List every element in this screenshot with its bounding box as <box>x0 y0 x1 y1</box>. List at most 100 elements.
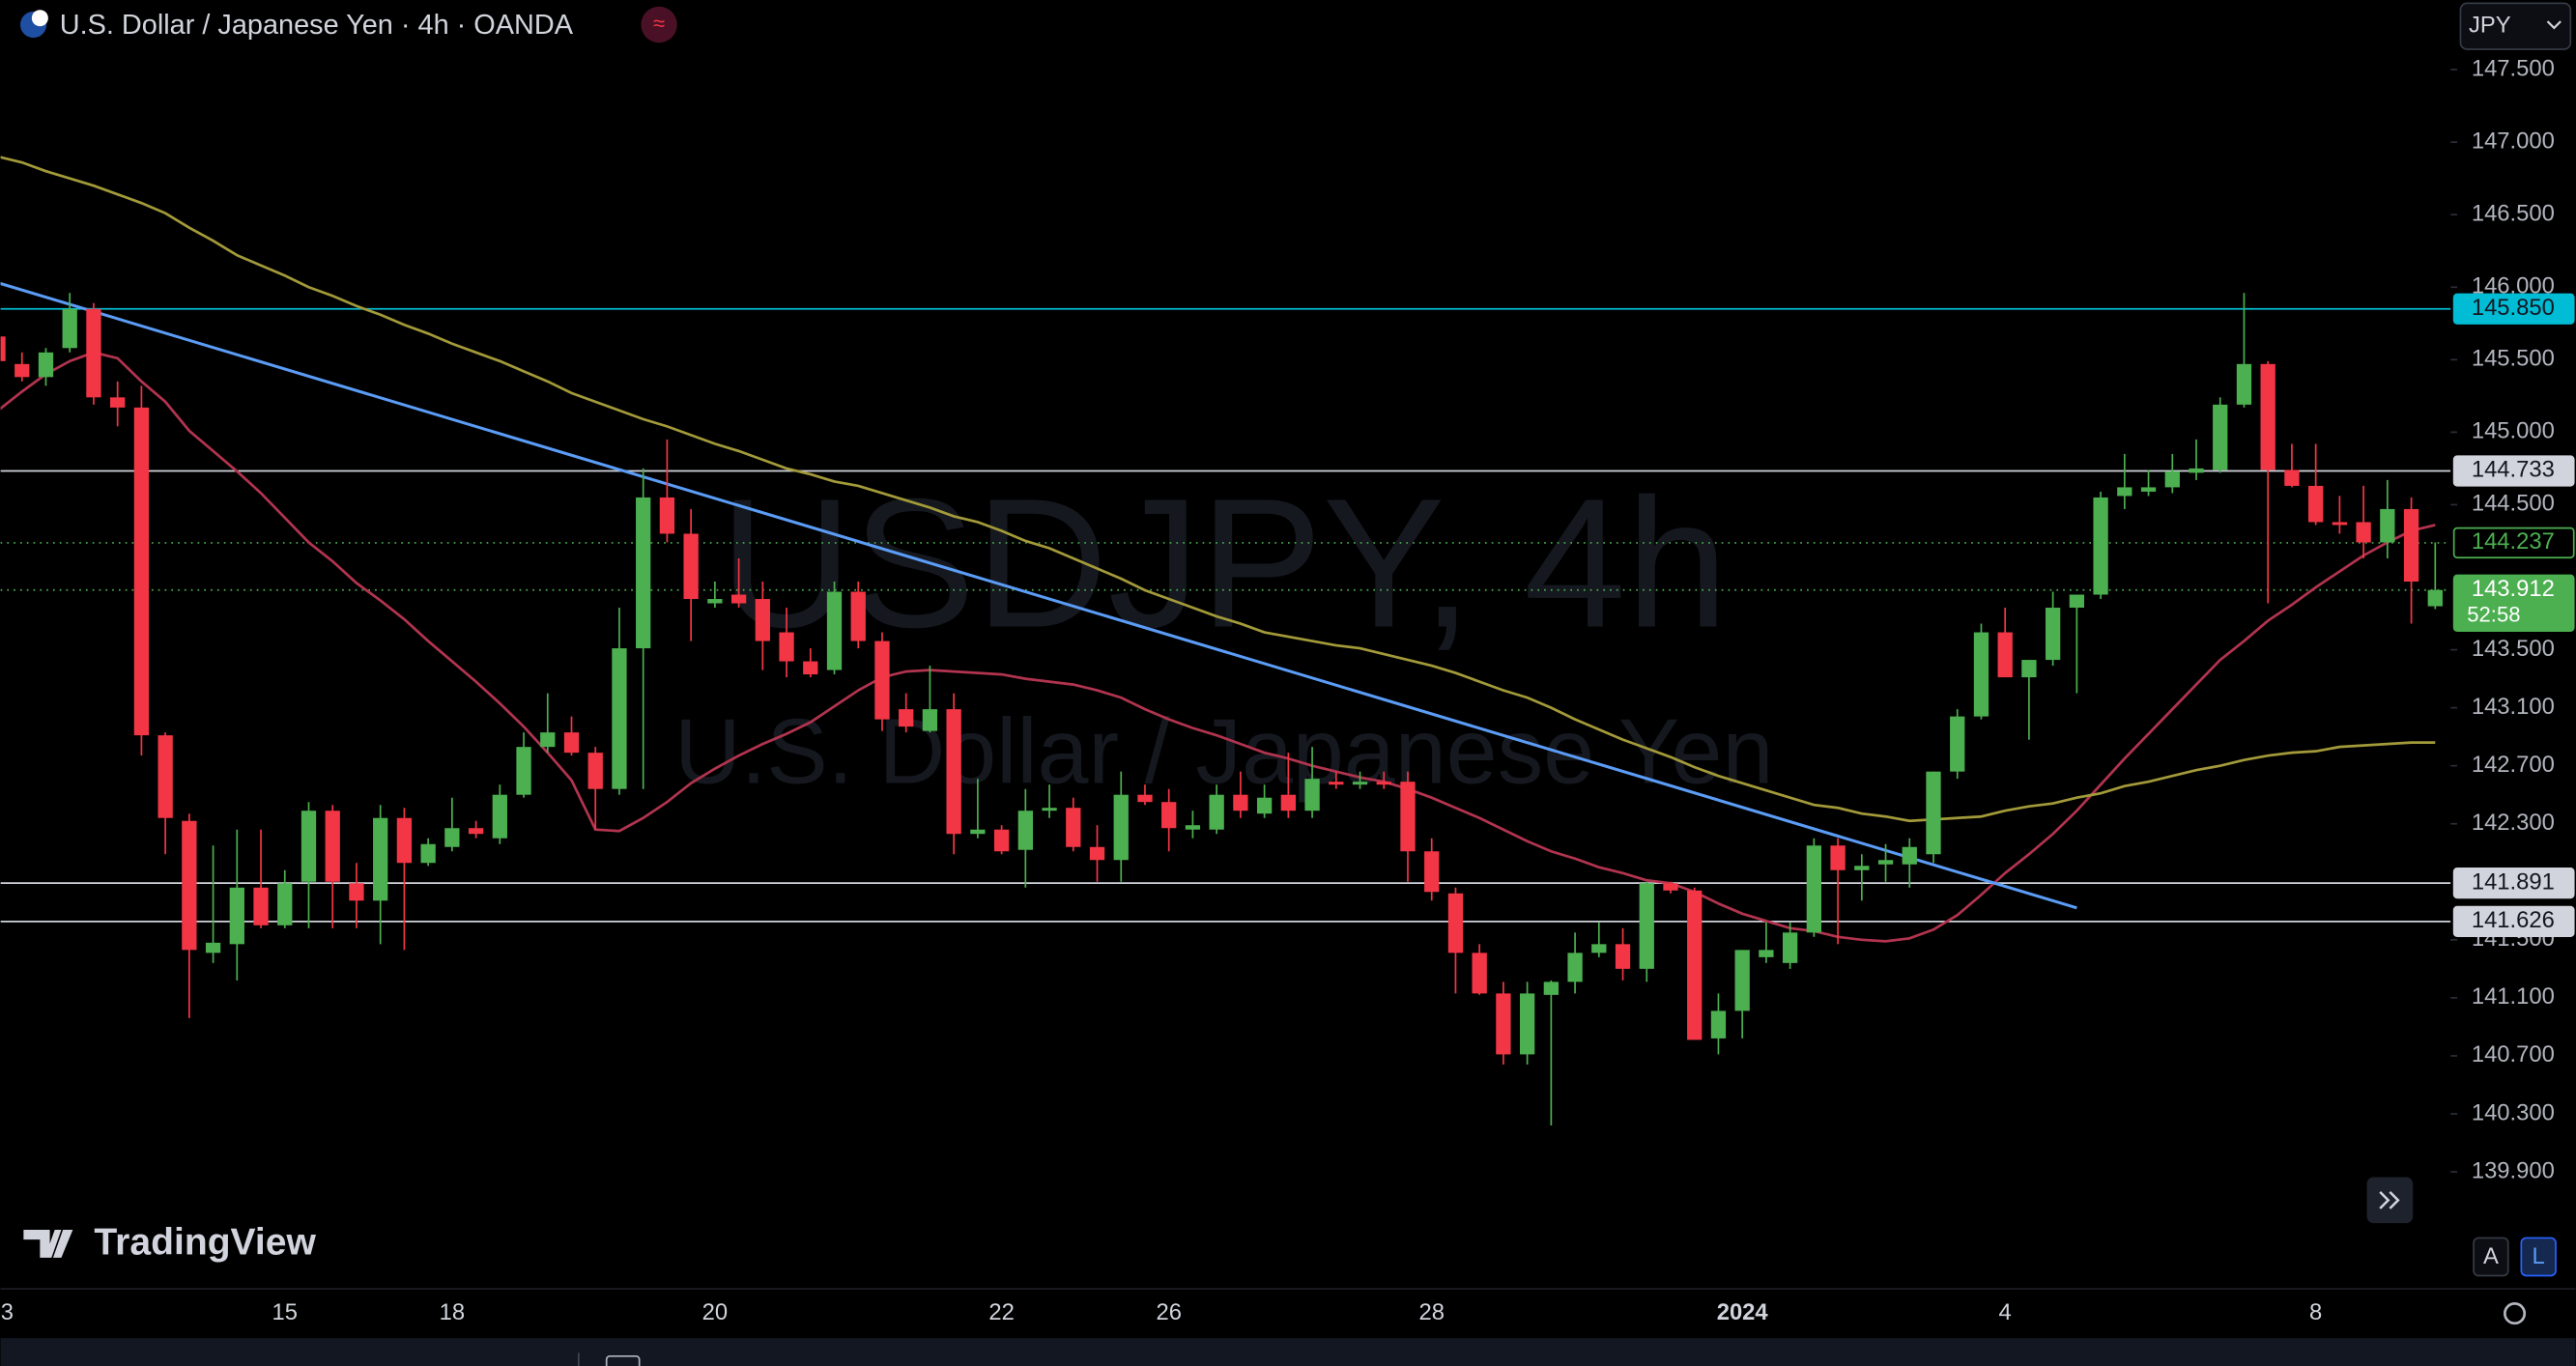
price-label-box <box>2452 574 2575 633</box>
candle-body <box>253 887 269 925</box>
countdown-label: 52:58 <box>2467 603 2520 627</box>
watermark-description: U.S. Dollar / Japanese Yen <box>674 700 1773 803</box>
candle-body <box>1496 993 1511 1055</box>
price-label: 144.237 <box>2472 528 2555 555</box>
candle-body <box>2021 660 2037 678</box>
price-label: 143.912 <box>2472 576 2555 602</box>
candle-body <box>1352 782 1368 785</box>
calendar-icon[interactable] <box>605 1354 641 1366</box>
candle-body <box>1734 950 1750 1011</box>
currency-button[interactable] <box>2459 2 2572 50</box>
candle-body <box>325 811 340 882</box>
x-tick-label: 22 <box>988 1299 1014 1325</box>
x-tick-label: 18 <box>440 1299 465 1325</box>
candle-body <box>1973 632 1989 717</box>
candle-body <box>2117 487 2132 497</box>
candle-body <box>2213 404 2228 470</box>
candle-body <box>946 709 961 835</box>
settings-icon[interactable] <box>2503 1302 2527 1325</box>
candle-body <box>2307 485 2324 523</box>
price-label-box <box>2452 293 2575 325</box>
candle-body <box>1280 794 1296 811</box>
watermark-symbol: USDJPY, 4h <box>720 462 1729 667</box>
candle-body <box>1017 811 1033 850</box>
indicator-icon[interactable] <box>641 6 677 43</box>
candle-body <box>2427 589 2443 607</box>
y-tick-label: 143.500 <box>2472 636 2555 662</box>
x-tick-label: 3 <box>1 1299 14 1325</box>
candle-body <box>2045 608 2061 661</box>
candle-body <box>2380 508 2395 543</box>
candle-body <box>2356 522 2371 543</box>
candle-body <box>420 843 436 864</box>
candle-body <box>1615 944 1631 969</box>
candle-body <box>779 632 794 662</box>
y-tick-label: 142.700 <box>2472 752 2555 778</box>
y-tick-label: 147.500 <box>2472 55 2555 81</box>
candle-body <box>373 817 388 901</box>
watermark: USDJPY, 4h U.S. Dollar / Japanese Yen <box>674 462 1773 804</box>
candle-body <box>205 942 221 953</box>
candle-body <box>563 732 580 754</box>
candle-body <box>1663 883 1678 891</box>
price-label: 145.850 <box>2472 295 2555 321</box>
candle-body <box>2332 522 2348 526</box>
bottom-toolbar <box>0 1338 2576 1366</box>
candle-body <box>1233 794 1248 811</box>
price-label-box <box>2452 867 2575 899</box>
candle-body <box>1209 794 1224 830</box>
candle-body <box>970 829 986 835</box>
candle-body <box>1113 794 1129 861</box>
candle-body <box>730 594 747 604</box>
candle-body <box>850 591 866 641</box>
auto-scale-label: A <box>2483 1243 2499 1269</box>
candle-body <box>1806 845 1822 933</box>
candle-body <box>2093 497 2108 595</box>
candle-body <box>683 533 699 600</box>
candle-body <box>636 497 651 649</box>
y-tick-label: 141.100 <box>2472 983 2555 1010</box>
candle-body <box>922 709 938 731</box>
candle-body <box>1256 797 1273 814</box>
candle-body <box>2260 363 2275 470</box>
candle-body <box>62 308 77 349</box>
candle-body <box>1447 893 1464 953</box>
candle-body <box>1376 782 1391 785</box>
auto-scale-button[interactable] <box>2473 1237 2509 1277</box>
candle-body <box>1089 846 1105 861</box>
candle-body <box>492 794 507 839</box>
candle-body <box>1710 1010 1727 1039</box>
candle-body <box>1042 808 1057 811</box>
candle-body <box>755 599 770 641</box>
price-label-box <box>2452 526 2575 559</box>
candle-body <box>1185 825 1201 830</box>
candle-body <box>826 591 843 670</box>
scroll-icon <box>2379 1190 2400 1209</box>
y-tick-label: 145.500 <box>2472 346 2555 372</box>
currency-label: JPY <box>2469 12 2511 38</box>
candle-body <box>707 599 723 604</box>
price-axis: 147.500147.000146.500146.000145.500145.0… <box>2450 55 2575 1183</box>
candle-body <box>2140 487 2157 492</box>
x-tick-label: 4 <box>1999 1299 2012 1325</box>
candle-body <box>1830 845 1846 870</box>
logo-text[interactable]: TradingView <box>94 1222 316 1264</box>
logo-mark <box>23 1229 73 1258</box>
candle-body <box>1591 944 1607 953</box>
price-label-box <box>2452 455 2575 487</box>
symbol-title[interactable]: U.S. Dollar / Japanese Yen · 4h · OANDA <box>60 10 574 41</box>
candle-body <box>516 747 531 795</box>
x-tick-label: 20 <box>702 1299 728 1325</box>
x-tick-label: 8 <box>2309 1299 2322 1325</box>
candle-body <box>993 829 1010 852</box>
y-tick-label: 143.100 <box>2472 694 2555 720</box>
price-label-box <box>2452 905 2575 938</box>
y-tick-label: 144.500 <box>2472 491 2555 517</box>
candle-body <box>540 732 556 748</box>
candle-body <box>803 661 818 675</box>
candle-body <box>1472 953 1487 994</box>
y-tick-label: 147.000 <box>2472 128 2555 154</box>
log-scale-button[interactable] <box>2520 1237 2557 1277</box>
